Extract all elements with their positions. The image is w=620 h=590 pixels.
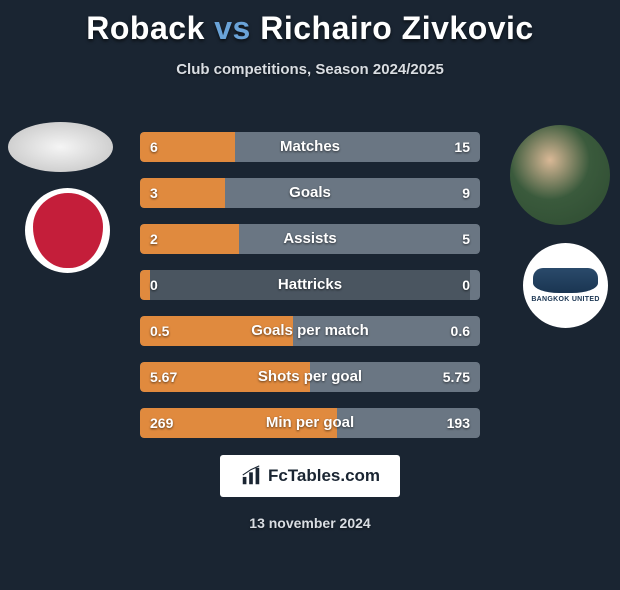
stat-label: Min per goal (140, 408, 480, 438)
stat-label: Goals per match (140, 316, 480, 346)
stat-row: Goals3 9 (140, 178, 480, 208)
stat-row: Shots per goal5.67 5.75 (140, 362, 480, 392)
stat-label: Shots per goal (140, 362, 480, 392)
footer-brand: FcTables.com (220, 455, 400, 497)
player1-avatar (8, 122, 113, 172)
stat-value-right: 5.75 (443, 362, 470, 392)
stat-value-right: 0 (462, 270, 470, 300)
stat-value-right: 9 (462, 178, 470, 208)
stat-value-left: 5.67 (150, 362, 177, 392)
player2-avatar (510, 125, 610, 225)
stat-value-left: 3 (150, 178, 158, 208)
stat-row: Min per goal269 193 (140, 408, 480, 438)
date-label: 13 november 2024 (0, 515, 620, 531)
stat-value-right: 5 (462, 224, 470, 254)
stat-value-left: 0 (150, 270, 158, 300)
stat-row: Matches6 15 (140, 132, 480, 162)
player2-club-logo: BANGKOK UNITED (523, 243, 608, 328)
stat-row: Hattricks0 0 (140, 270, 480, 300)
club-wing-icon (533, 268, 598, 293)
stat-value-left: 269 (150, 408, 173, 438)
stat-bars-container: Matches6 15 Goals3 9 Assists2 5 Hattricks0 0 Goa… (140, 132, 480, 454)
stat-label: Hattricks (140, 270, 480, 300)
stat-row: Goals per match0.5 0.6 (140, 316, 480, 346)
stat-value-left: 6 (150, 132, 158, 162)
chart-icon (240, 465, 262, 487)
player2-name: Richairo Zivkovic (260, 10, 533, 46)
club-shield-icon (33, 193, 103, 268)
stat-label: Goals (140, 178, 480, 208)
stat-value-left: 0.5 (150, 316, 169, 346)
footer-brand-text: FcTables.com (268, 466, 380, 486)
stat-row: Assists2 5 (140, 224, 480, 254)
subtitle: Club competitions, Season 2024/2025 (0, 61, 620, 78)
stat-value-right: 193 (447, 408, 470, 438)
stat-label: Assists (140, 224, 480, 254)
player1-club-logo (25, 188, 110, 273)
club-name-label: BANGKOK UNITED (531, 296, 599, 303)
stat-value-right: 0.6 (451, 316, 470, 346)
stat-value-right: 15 (454, 132, 470, 162)
stat-label: Matches (140, 132, 480, 162)
comparison-title: Roback vs Richairo Zivkovic (0, 10, 620, 47)
player1-name: Roback (86, 10, 205, 46)
vs-text: vs (214, 10, 251, 46)
stat-value-left: 2 (150, 224, 158, 254)
